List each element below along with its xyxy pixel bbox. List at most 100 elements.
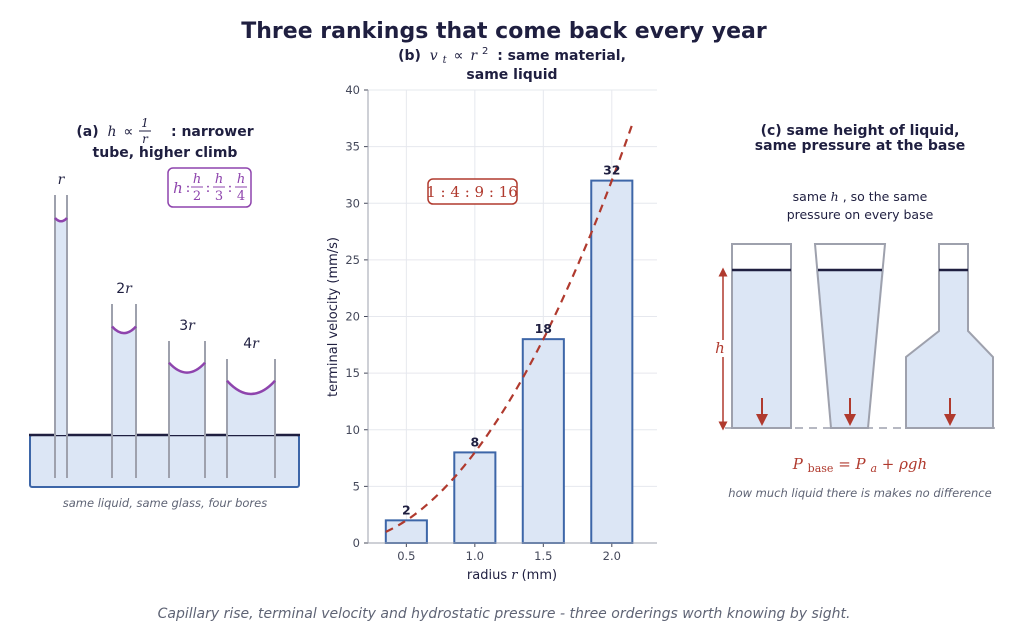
panel-c-subtitle-line2: pressure on every base	[787, 207, 934, 222]
y-tick-label-5: 25	[345, 253, 360, 267]
vessel-flask	[905, 243, 994, 429]
x-axis-label-suffix: (mm)	[522, 568, 557, 583]
panel-c-subtitle-line1: same h , so the same	[793, 189, 928, 204]
meniscus-4	[226, 379, 276, 396]
panel-c-title-line1: (c) same height of liquid,	[761, 123, 960, 139]
panel-b-title: (b) v t ∝ r 2 : same material,	[398, 42, 626, 67]
pressure-formula: P base = P a + ρgh	[792, 455, 927, 476]
panel-b-title-op: ∝	[453, 48, 463, 64]
panel-a-title-frac-num: 1	[141, 116, 149, 130]
meniscus-2	[111, 325, 137, 335]
formula-tail: + ρgh	[882, 455, 927, 473]
panel-c-title-line2: same pressure at the base	[755, 138, 965, 154]
panel-a-caption: same liquid, same glass, four bores	[63, 496, 267, 510]
main-title: Three rankings that come back every year	[241, 19, 767, 44]
panel-c-subtitle-pre: same	[793, 189, 831, 204]
ratio-term-2-num: h	[215, 172, 223, 187]
tube-liquid-3	[169, 362, 205, 435]
panel-a-title-fraction-space: 11	[146, 124, 164, 140]
y-tick-label-6: 30	[345, 196, 360, 210]
y-tick-label-3: 15	[345, 366, 360, 380]
y-tick-label-7: 35	[345, 140, 360, 154]
y-tick-label-8: 40	[345, 83, 360, 97]
bar-1	[453, 451, 497, 544]
chart-axes	[364, 89, 657, 547]
panel-a-title-tail: : narrower	[171, 124, 254, 140]
ratio-term-1-den: 2	[193, 189, 201, 204]
ratio-box	[167, 167, 252, 208]
height-label-bg	[712, 340, 726, 357]
bar-0	[384, 519, 428, 544]
tube-label-var-1: r	[58, 172, 66, 188]
formula-sub-a: a	[870, 462, 877, 475]
tube-label-coef-4: 4	[243, 336, 252, 352]
formula-rest: = P	[838, 455, 866, 473]
x-tick-label-1: 1.0	[466, 549, 484, 563]
formula-sub-base: base	[808, 462, 834, 475]
tube-label-coef-3: 3	[179, 318, 188, 334]
vessel-tapered	[813, 243, 887, 429]
ratio-sep-2: :	[206, 180, 211, 196]
tube-label-var-4: r	[252, 336, 260, 352]
y-tick-label-4: 20	[345, 310, 360, 324]
tube-label-2: 2r	[116, 281, 133, 297]
reservoir	[29, 434, 300, 488]
panel-c-subtitle-post: , so the same	[843, 189, 928, 204]
x-tick-label-0: 0.5	[397, 549, 415, 563]
vessel-flask-liquid	[906, 270, 993, 428]
fit-curve	[385, 123, 634, 533]
vessel-tapered-liquid	[816, 270, 884, 428]
y-tick-label-1: 5	[353, 479, 360, 493]
chart-bars	[384, 179, 634, 544]
ratio-sep-3: :	[228, 180, 233, 196]
vessel-straight-outline	[731, 243, 792, 429]
tube-label-var-3: r	[188, 318, 196, 334]
tube-liquid-2	[112, 326, 136, 435]
x-axis-label-var: r	[511, 568, 518, 583]
panel-b-title-prefix: (b)	[398, 48, 421, 64]
fit-curve-group	[385, 123, 634, 533]
x-tick-label-3: 2.0	[603, 549, 621, 563]
panel-b-title-r: r	[470, 48, 478, 64]
bar-value-label-0: 2	[402, 502, 411, 517]
ratio-sep-1: :	[186, 180, 191, 196]
bar-value-label-1: 8	[470, 434, 479, 449]
ratio-box-content: h : h 2 : h 3 : h 4	[173, 172, 247, 204]
panel-c-subtitle-var: h	[831, 189, 839, 204]
panel-a-title-frac-den: r	[142, 132, 149, 146]
vessel-straight	[731, 243, 792, 429]
bar-3	[590, 179, 634, 544]
bar-2	[521, 338, 565, 544]
height-label: h	[715, 339, 725, 357]
ratio-term-3-num: h	[237, 172, 245, 187]
ratio-term-1-num: h	[193, 172, 201, 187]
meniscus-3	[168, 361, 206, 374]
tube-label-coef-2: 2	[116, 281, 125, 297]
footer-caption: Capillary rise, terminal velocity and hy…	[158, 606, 851, 622]
panel-a-title-prefix: (a)	[76, 124, 98, 140]
panel-b-title-sub: t	[443, 55, 448, 66]
panel-c: (c) same height of liquid, same pressure…	[712, 123, 995, 500]
tube-liquid-1	[55, 218, 67, 435]
panel-a-title-line2: tube, higher climb	[93, 145, 238, 161]
y-axis-label: terminal velocity (mm/s)	[326, 237, 341, 397]
x-axis-label-prefix: radius	[467, 568, 511, 583]
panel-b-title-sup: 2	[482, 46, 488, 57]
panel-a-title-op: ∝	[123, 124, 133, 140]
tube-liquid-4	[227, 380, 275, 435]
panel-b-title-line2: same liquid	[466, 67, 557, 83]
panel-b-title-v: v	[430, 48, 438, 64]
y-tick-label-0: 0	[353, 536, 360, 550]
bar-value-label-3: 32	[603, 163, 620, 178]
formula-p: P	[792, 455, 804, 473]
tube-label-var-2: r	[125, 281, 133, 297]
ratio-h: h	[173, 179, 183, 197]
tube-label-3: 3r	[179, 318, 196, 334]
ratio-term-3-den: 4	[237, 189, 245, 204]
y-tick-label-2: 10	[345, 423, 360, 437]
chart-labels: 0 5 10 15 20 25 30 35 40 0.5 1.0 1.5 2.0 2 8 18 32	[345, 83, 621, 563]
panel-a-title-h: h	[107, 124, 116, 140]
x-tick-label-2: 1.5	[534, 549, 552, 563]
ratio-term-2-den: 3	[215, 189, 223, 204]
